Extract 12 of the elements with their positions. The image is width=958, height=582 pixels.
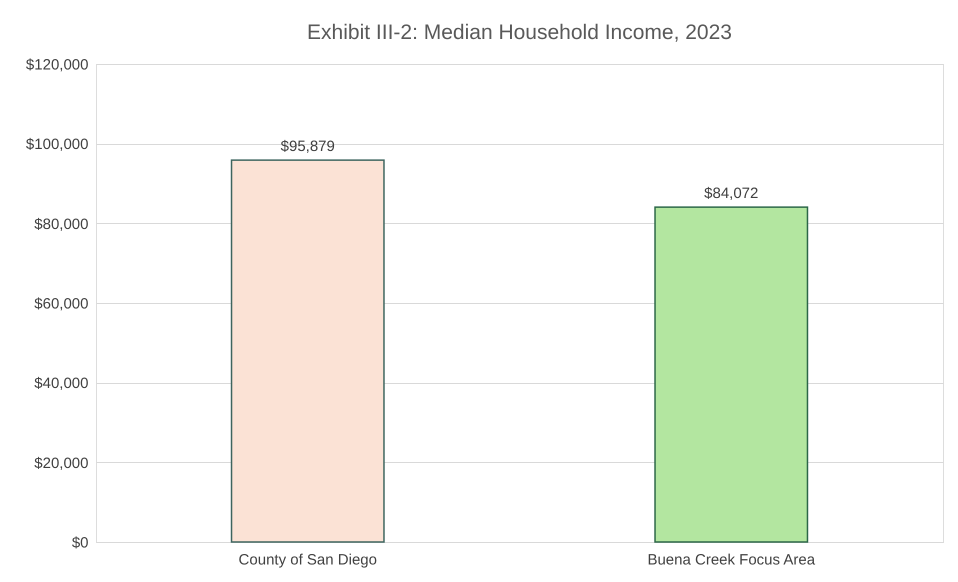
y-tick-label: $60,000 bbox=[34, 296, 88, 312]
y-tick-label: $120,000 bbox=[26, 56, 88, 74]
x-tick-label: Buena Creek Focus Area bbox=[647, 552, 816, 568]
y-tick-label: $0 bbox=[72, 534, 88, 552]
y-tick-label: $40,000 bbox=[34, 375, 88, 392]
x-tick-label: County of San Diego bbox=[238, 552, 377, 568]
y-tick-label: $100,000 bbox=[26, 136, 88, 154]
y-tick-label: $80,000 bbox=[34, 216, 88, 233]
chart-title: Exhibit III-2: Median Household Income, 2023 bbox=[307, 21, 732, 44]
data-label: $95,879 bbox=[280, 138, 335, 156]
y-tick-label: $20,000 bbox=[34, 454, 88, 472]
data-label: $84,072 bbox=[704, 185, 758, 202]
